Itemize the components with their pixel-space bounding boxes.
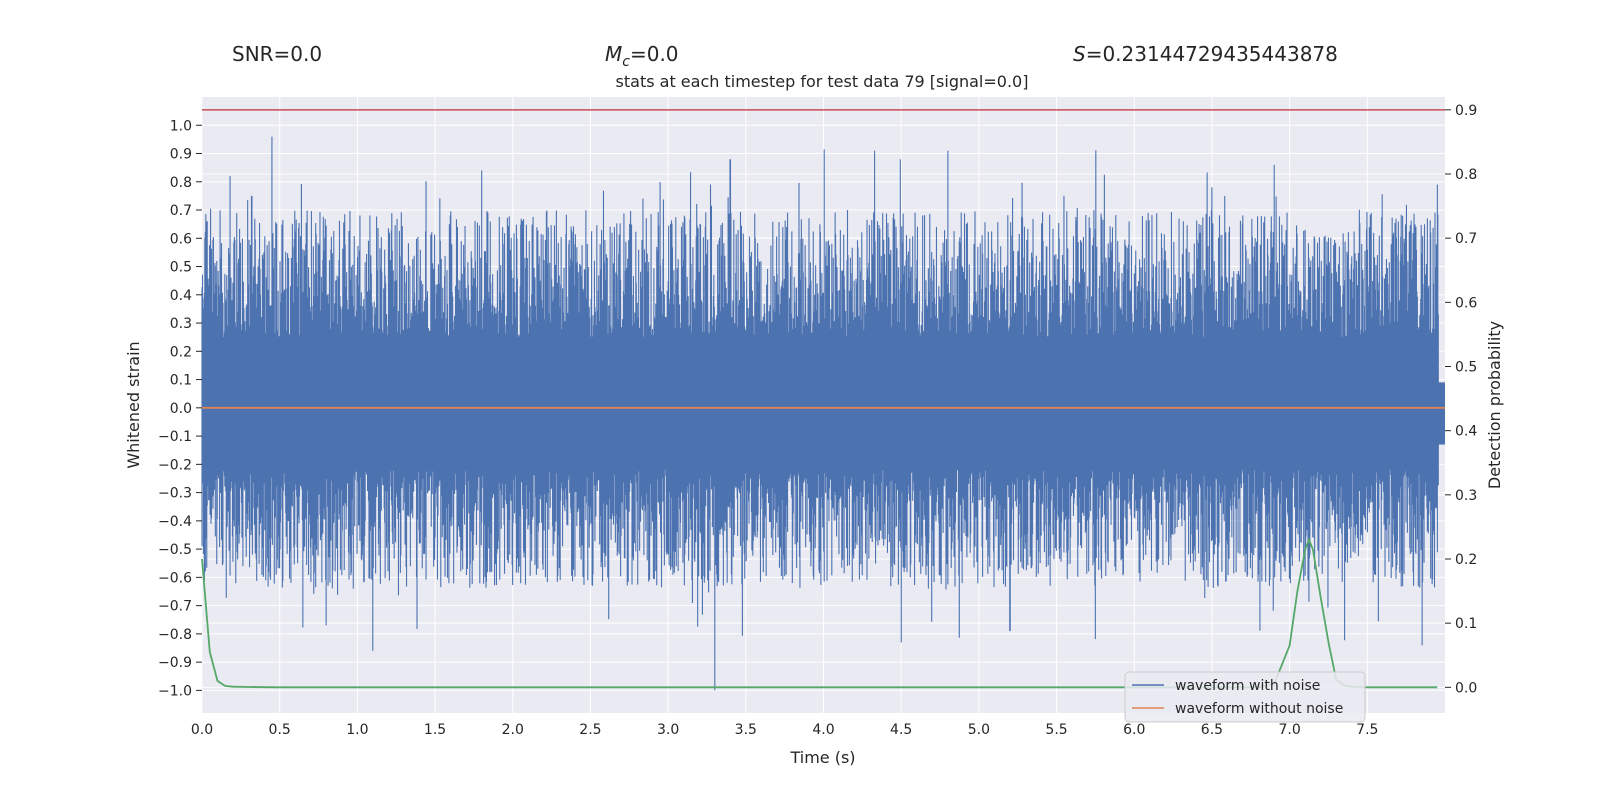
x-tick-label-10: 5.0 [968,722,990,738]
y-tick-label-17: −0.7 [158,599,192,615]
chirp-mass-label: Mc=0.0 [605,42,679,70]
y2-tick-label-3: 0.6 [1455,295,1477,311]
waveform-with-noise-line [201,136,1445,691]
y2-tick-label-7: 0.2 [1455,552,1477,568]
x-tick-label-14: 7.0 [1278,722,1300,738]
y-tick-label-1: 0.9 [170,147,192,163]
y-tick-label-15: −0.5 [158,542,192,558]
score-symbol: S [1073,42,1086,66]
y-tick-label-9: 0.1 [170,373,192,389]
y2-ticks: 0.9 0.8 0.7 0.6 0.5 0.4 0.3 0.2 0.1 0.0 [1445,103,1477,696]
y-tick-label-7: 0.3 [170,316,192,332]
score-label: S=0.23144729435443878 [1073,42,1338,66]
x-tick-label-2: 1.0 [346,722,368,738]
x-tick-label-3: 1.5 [424,722,446,738]
y-tick-label-3: 0.7 [170,203,192,219]
x-tick-label-11: 5.5 [1045,722,1067,738]
y-tick-label-20: −1.0 [158,683,192,699]
y2-tick-label-4: 0.5 [1455,360,1477,376]
snr-label: SNR=0.0 [232,42,322,66]
y-axis-label: Whitened strain [124,341,143,468]
y-tick-label-5: 0.5 [170,260,192,276]
legend-label-noise: waveform with noise [1175,678,1320,694]
x-tick-label-9: 4.5 [890,722,912,738]
x-tick-label-1: 0.5 [269,722,291,738]
y-tick-label-6: 0.4 [170,288,192,304]
y2-tick-label-6: 0.3 [1455,488,1477,504]
x-axis-label: Time (s) [789,748,855,767]
y-tick-label-12: −0.2 [158,457,192,473]
y2-tick-label-8: 0.1 [1455,616,1477,632]
y2-axis-label: Detection probability [1485,321,1504,489]
y-tick-label-8: 0.2 [170,344,192,360]
x-tick-label-12: 6.0 [1123,722,1145,738]
x-tick-label-5: 2.5 [579,722,601,738]
x-tick-label-7: 3.5 [735,722,757,738]
y-tick-label-14: −0.4 [158,514,192,530]
x-tick-label-15: 7.5 [1356,722,1378,738]
y-tick-label-11: −0.1 [158,429,192,445]
chirp-mass-value: =0.0 [630,42,679,66]
y-tick-label-10: 0.0 [170,401,192,417]
legend: waveform with noise waveform without noi… [1124,671,1366,723]
y-tick-label-4: 0.6 [170,231,192,247]
y-tick-label-16: −0.6 [158,570,192,586]
y-tick-label-13: −0.3 [158,486,192,502]
x-tick-label-6: 3.0 [657,722,679,738]
chirp-mass-symbol: M [605,42,622,66]
legend-label-clean: waveform without noise [1175,701,1343,717]
y-tick-label-2: 0.8 [170,175,192,191]
y-tick-label-18: −0.8 [158,627,192,643]
y2-tick-label-2: 0.7 [1455,231,1477,247]
x-tick-label-4: 2.0 [502,722,524,738]
y-tick-label-0: 1.0 [170,118,192,134]
chirp-mass-subscript: c [622,54,630,70]
score-value: =0.23144729435443878 [1086,42,1338,66]
chart-title: stats at each timestep for test data 79 … [616,72,1029,91]
y2-tick-label-1: 0.8 [1455,167,1477,183]
y2-tick-label-0: 0.9 [1455,103,1477,119]
x-tick-label-0: 0.0 [191,722,213,738]
x-tick-label-13: 6.5 [1201,722,1223,738]
legend-box [1124,671,1366,723]
y2-tick-label-9: 0.0 [1455,680,1477,696]
x-ticks: 0.0 0.5 1.0 1.5 2.0 2.5 3.0 3.5 4.0 4.5 5.0 5.5 6.0 6… [191,722,1379,738]
y-tick-label-19: −0.9 [158,655,192,671]
x-tick-label-8: 4.0 [812,722,834,738]
noise-core-band [202,382,1445,445]
y-ticks: 1.0 0.9 0.8 0.7 0.6 0.5 0.4 0.3 0.2 0.1 0.0 −0.1 −0.… [158,118,202,699]
y2-tick-label-5: 0.4 [1455,424,1477,440]
